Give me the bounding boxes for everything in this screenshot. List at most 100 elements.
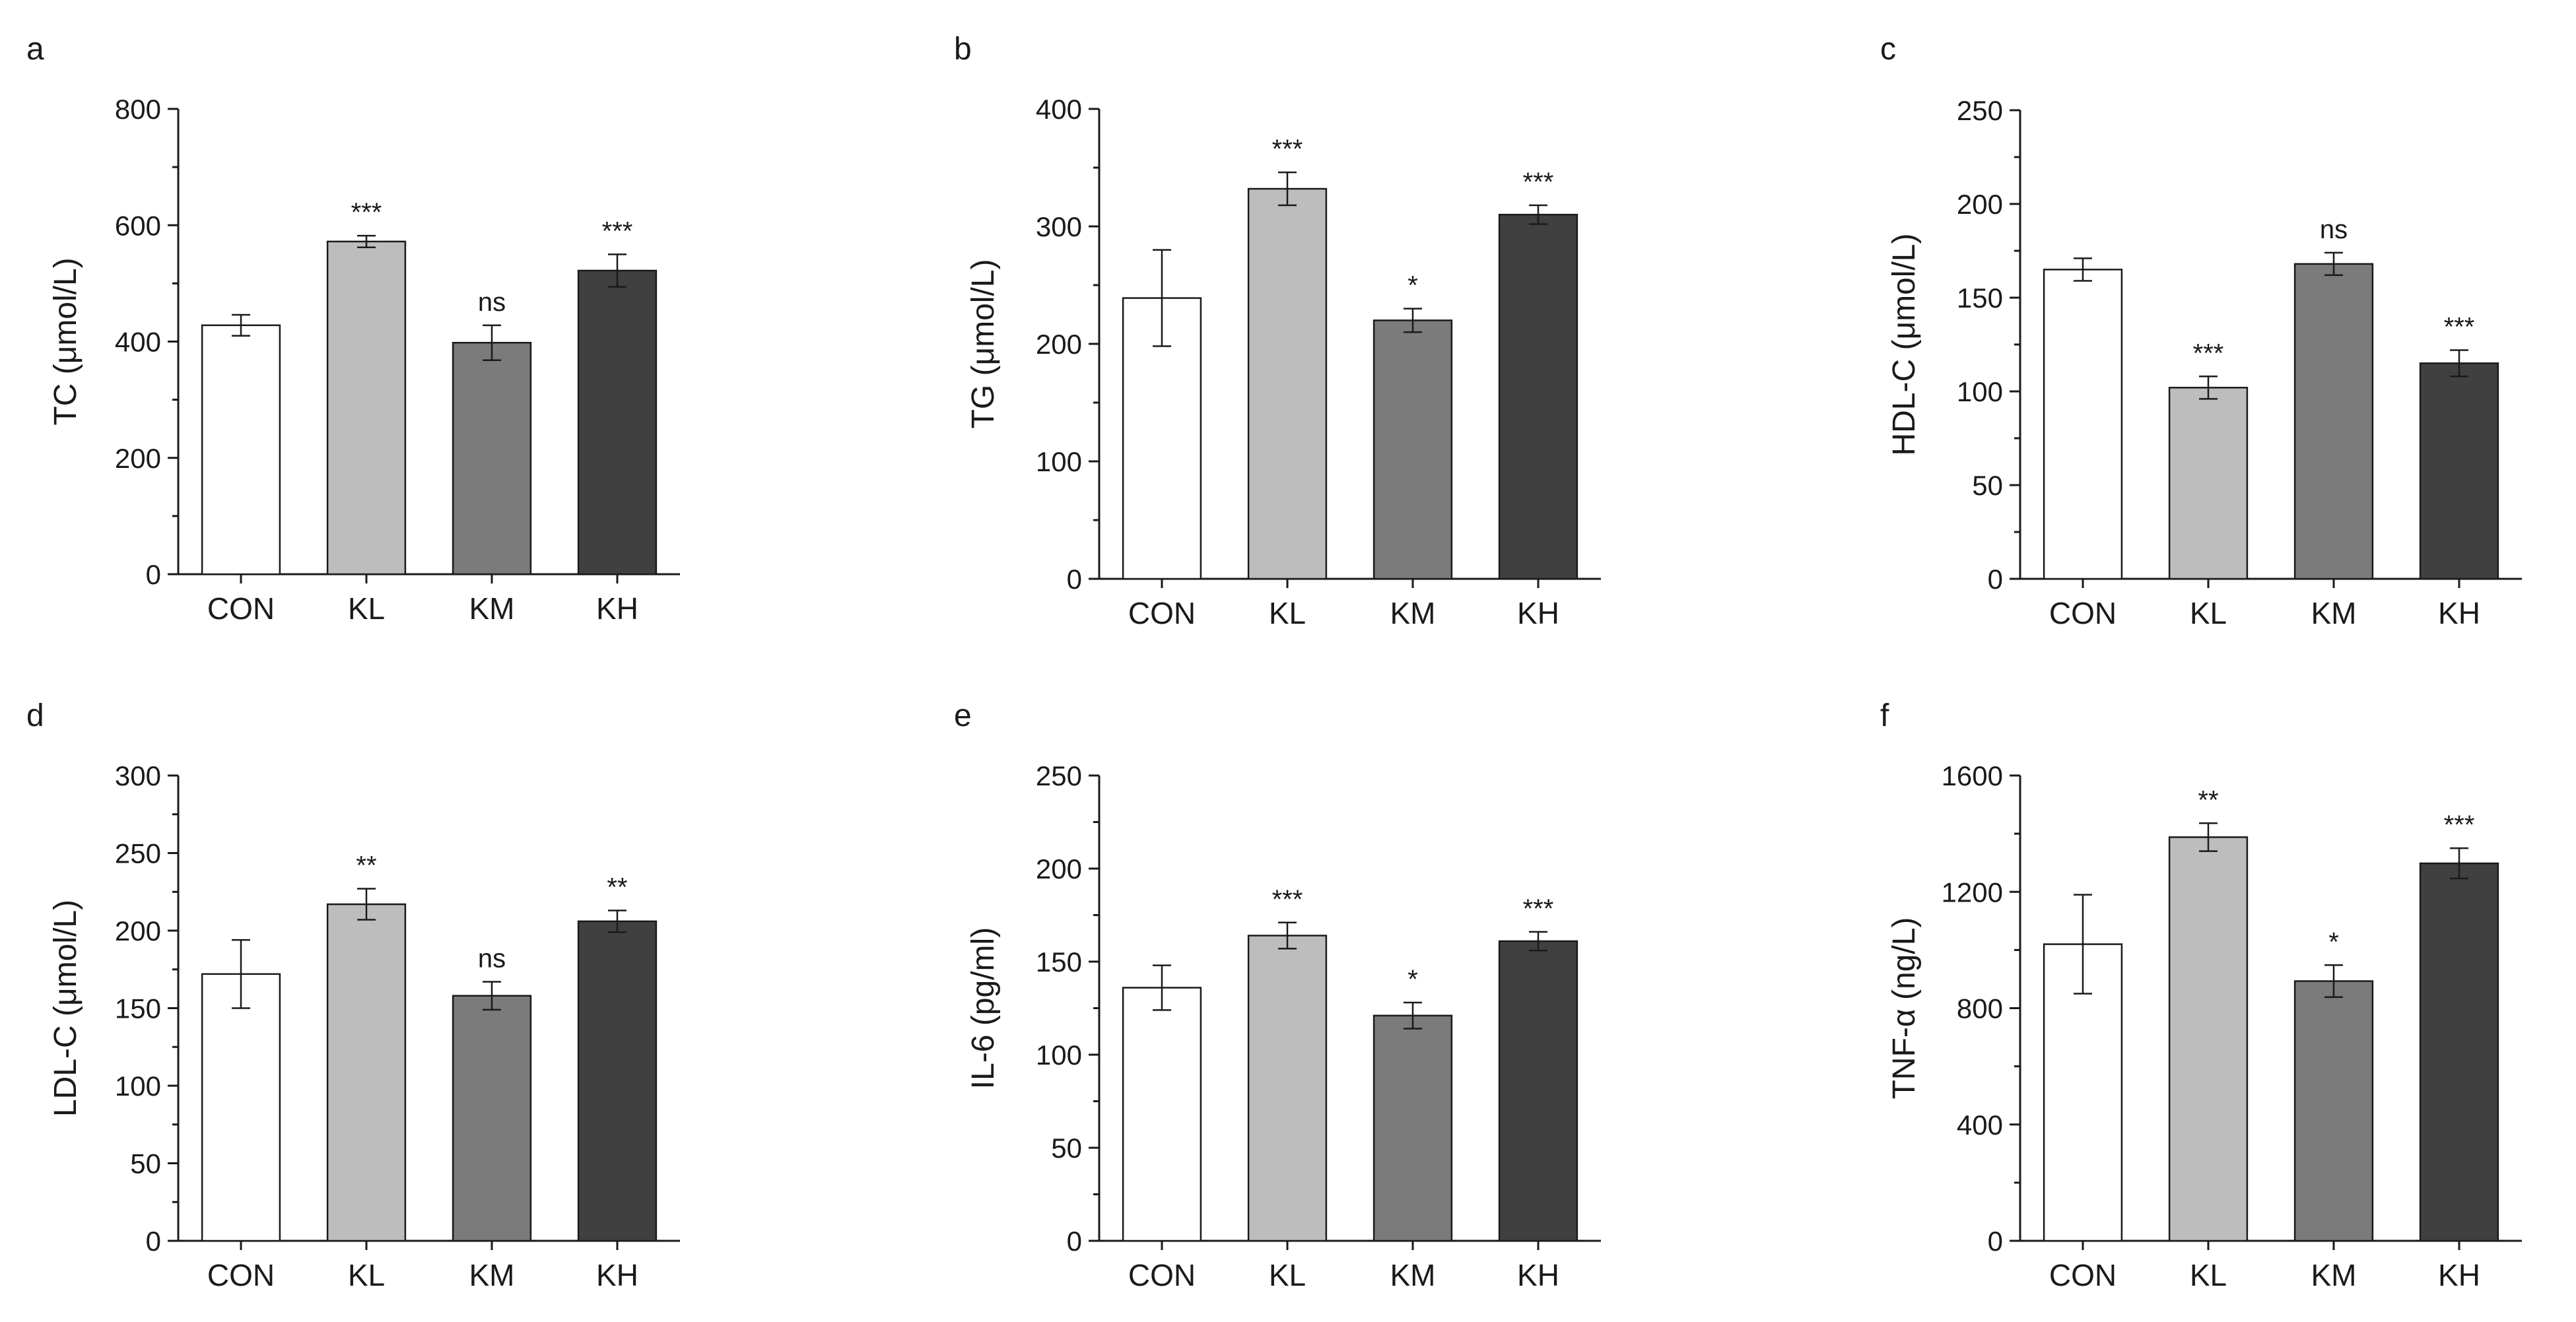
x-tick-label: KM <box>469 1258 515 1292</box>
y-axis-label: HDL-C (μmol/L) <box>1887 233 1922 455</box>
x-tick-label: CON <box>207 1258 275 1292</box>
bar-km <box>1373 1014 1453 1242</box>
bar-km <box>452 342 532 576</box>
bar-kh <box>1498 213 1578 580</box>
bar-kl <box>326 240 407 576</box>
error-bar <box>2324 251 2343 277</box>
panel-letter: a <box>26 32 44 67</box>
bar-con <box>201 973 281 1242</box>
bar-kh <box>2419 862 2499 1242</box>
chart-panel-e: e 0 50 100 150 200 250 CON KL *** KM * KH *** IL-6 (pg… <box>954 698 1601 1292</box>
y-tick-label: 400 <box>1036 94 1082 125</box>
significance-label: *** <box>1272 135 1303 164</box>
chart-panel-f: f 0 400 800 1200 1600 CON KL ** KM * KH *** TNF-α (ng… <box>1880 698 2522 1292</box>
y-tick-label: 100 <box>1957 376 2003 407</box>
y-tick-label: 600 <box>115 210 161 241</box>
error-bar <box>1278 171 1297 207</box>
x-tick-label: KL <box>348 1258 385 1292</box>
y-tick-label: 300 <box>115 760 161 791</box>
error-bar <box>1404 308 1422 333</box>
error-bar <box>2074 894 2092 995</box>
bar-kl <box>2168 836 2249 1242</box>
chart-panel-b: b 0 100 200 300 400 CON KL *** KM * KH *** TG (μmol/L… <box>954 32 1601 630</box>
y-tick-label: 0 <box>146 559 161 590</box>
y-axis-label: TC (μmol/L) <box>48 257 83 425</box>
error-bar <box>2324 964 2343 999</box>
y-tick-label: 0 <box>146 1226 161 1257</box>
error-bar <box>1404 1001 1422 1030</box>
error-bar <box>357 888 376 921</box>
x-tick-label: KL <box>2190 596 2227 630</box>
y-tick-label: 400 <box>115 327 161 358</box>
y-tick-label: 100 <box>115 1071 161 1102</box>
y-tick-label: 250 <box>115 838 161 869</box>
x-tick-label: KH <box>596 591 638 626</box>
significance-label: *** <box>351 198 382 227</box>
error-bar <box>2450 847 2468 880</box>
bar-kl <box>2168 387 2249 580</box>
x-tick-label: KL <box>1269 1258 1306 1292</box>
y-tick-label: 200 <box>1036 853 1082 884</box>
significance-label: ** <box>356 851 376 880</box>
y-tick-label: 150 <box>1036 946 1082 977</box>
x-tick-label: KH <box>2438 596 2480 630</box>
x-tick-label: KM <box>2311 596 2357 630</box>
bar-km <box>2293 263 2374 580</box>
x-tick-label: KL <box>1269 596 1306 630</box>
y-axis-label: LDL-C (μmol/L) <box>48 900 83 1117</box>
x-tick-label: KM <box>469 591 515 626</box>
panel-letter: f <box>1880 698 1889 733</box>
bar-kh <box>577 920 658 1242</box>
error-bar <box>1153 964 1171 1011</box>
y-tick-label: 800 <box>115 94 161 125</box>
y-tick-label: 0 <box>1067 1226 1082 1257</box>
y-axis-label: IL-6 (pg/ml) <box>966 927 1001 1089</box>
significance-label: *** <box>2444 810 2475 840</box>
y-tick-label: 300 <box>1036 211 1082 242</box>
error-bar <box>357 234 376 248</box>
significance-label: * <box>1407 271 1418 300</box>
error-bar <box>2450 349 2468 378</box>
y-tick-label: 200 <box>115 915 161 946</box>
error-bar <box>608 909 627 933</box>
y-tick-label: 50 <box>1051 1133 1082 1164</box>
y-tick-label: 200 <box>1036 329 1082 360</box>
x-tick-label: CON <box>2049 596 2117 630</box>
bar-con <box>201 324 281 576</box>
x-tick-label: KM <box>1390 596 1436 630</box>
bar-con <box>2043 269 2123 580</box>
significance-label: *** <box>2444 313 2475 342</box>
x-tick-label: KM <box>1390 1258 1436 1292</box>
bar-km <box>452 995 532 1242</box>
significance-label: *** <box>1272 885 1303 914</box>
x-tick-label: KH <box>1517 596 1559 630</box>
error-bar <box>232 314 250 337</box>
x-tick-label: KH <box>596 1258 638 1292</box>
significance-label: ** <box>2198 785 2218 814</box>
error-bar <box>1529 204 1547 225</box>
y-tick-label: 200 <box>1957 189 2003 220</box>
y-tick-label: 50 <box>1972 470 2003 501</box>
chart-panel-c: c 0 50 100 150 200 250 CON KL *** KM ns KH *** HDL-C (… <box>1880 32 2522 630</box>
y-tick-label: 0 <box>1988 1226 2003 1257</box>
bar-kh <box>577 269 658 576</box>
y-tick-label: 0 <box>1988 564 2003 595</box>
y-tick-label: 150 <box>1957 282 2003 314</box>
bar-kl <box>1247 935 1328 1242</box>
x-tick-label: CON <box>1128 1258 1196 1292</box>
bar-kl <box>1247 187 1328 580</box>
y-tick-label: 0 <box>1067 564 1082 595</box>
error-bar <box>1529 931 1547 952</box>
error-bar <box>1153 249 1171 347</box>
error-bar <box>2199 376 2218 400</box>
x-tick-label: CON <box>207 591 275 626</box>
y-tick-label: 800 <box>1957 993 2003 1024</box>
chart-panel-a: a 0 200 400 600 800 CON KL *** KM ns KH *** TC (μmol/… <box>26 32 680 626</box>
y-tick-label: 100 <box>1036 1040 1082 1071</box>
significance-label: ** <box>607 873 627 902</box>
y-tick-label: 50 <box>130 1148 161 1179</box>
panel-letter: c <box>1880 32 1896 67</box>
x-tick-label: CON <box>1128 596 1196 630</box>
chart-panel-d: d 0 50 100 150 200 250 300 CON KL ** KM ns KH ** LDL-C … <box>26 698 680 1292</box>
